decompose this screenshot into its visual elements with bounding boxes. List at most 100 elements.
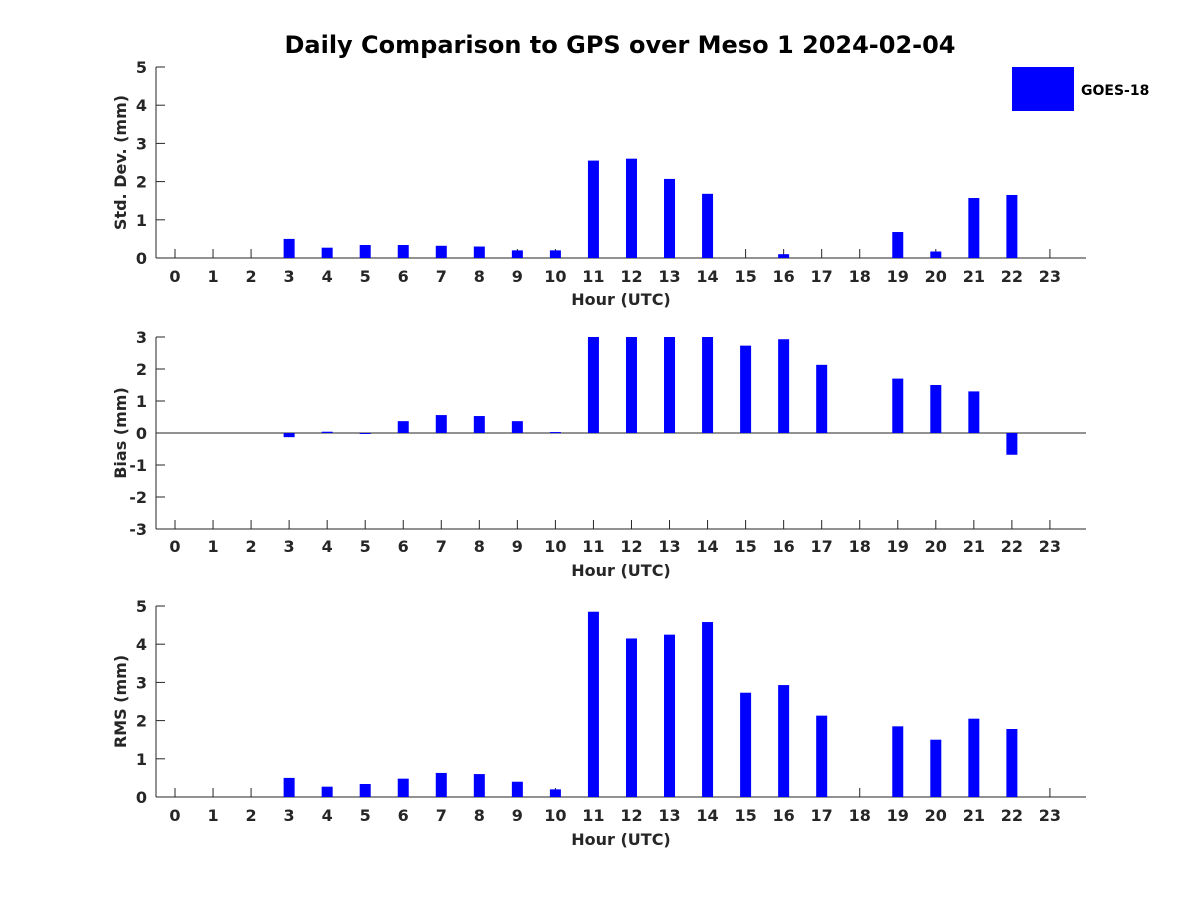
std-dev-x-tick-label: 18 — [849, 267, 871, 286]
bias-x-tick-label: 11 — [582, 537, 604, 556]
legend-swatch-goes-18 — [1012, 67, 1074, 111]
bias-y-tick-label: -1 — [129, 456, 147, 475]
bias-y-tick-label: 1 — [136, 392, 147, 411]
rms-x-tick-label: 3 — [284, 806, 295, 825]
std-dev-bar-hour-12 — [625, 158, 637, 258]
bias-bar-hour-3 — [283, 433, 295, 438]
bias-x-tick-label: 13 — [658, 537, 680, 556]
bias-bar-hour-17 — [816, 364, 828, 433]
rms-x-tick-label: 14 — [696, 806, 718, 825]
rms-x-tick-label: 1 — [207, 806, 218, 825]
std-dev-bar-hour-8 — [473, 246, 485, 258]
std-dev-bar-hour-11 — [587, 160, 599, 258]
rms-x-tick-label: 13 — [658, 806, 680, 825]
rms-bar-hour-11 — [587, 611, 599, 797]
bias-y-axis-label: Bias (mm) — [111, 387, 130, 479]
bias-x-tick-label: 6 — [398, 537, 409, 556]
std-dev-y-tick-label: 5 — [136, 58, 147, 77]
std-dev-bar-hour-7 — [435, 245, 447, 258]
rms-bar-hour-14 — [702, 622, 714, 797]
chart-title: Daily Comparison to GPS over Meso 1 2024… — [284, 31, 955, 59]
std-dev-y-tick-label: 1 — [136, 211, 147, 230]
rms-x-tick-label: 15 — [734, 806, 756, 825]
rms-bar-hour-21 — [968, 718, 980, 797]
bias-bar-hour-7 — [435, 415, 447, 433]
bias-bar-hour-16 — [778, 339, 790, 433]
rms-bar-hour-16 — [778, 685, 790, 797]
rms-bar-hour-17 — [816, 715, 828, 797]
legend-label-goes-18: GOES-18 — [1081, 83, 1149, 99]
bias-x-tick-label: 12 — [620, 537, 642, 556]
bias-bar-hour-8 — [473, 416, 485, 433]
std-dev-x-tick-label: 16 — [773, 267, 795, 286]
rms-x-tick-label: 20 — [925, 806, 947, 825]
bias-bar-hour-11 — [587, 337, 599, 433]
bias-x-tick-label: 7 — [436, 537, 447, 556]
std-dev-x-tick-label: 2 — [246, 267, 257, 286]
rms-x-tick-label: 16 — [773, 806, 795, 825]
std-dev-x-tick-label: 1 — [207, 267, 218, 286]
std-dev-bar-hour-16 — [778, 254, 790, 258]
rms-x-tick-label: 22 — [1001, 806, 1023, 825]
rms-bar-hour-5 — [359, 784, 371, 797]
rms-x-tick-label: 12 — [620, 806, 642, 825]
std-dev-x-tick-label: 8 — [474, 267, 485, 286]
bias-bar-hour-13 — [664, 337, 676, 433]
bias-bar-hour-21 — [968, 391, 980, 433]
rms-y-tick-label: 0 — [136, 788, 147, 807]
rms-bar-hour-6 — [397, 778, 409, 797]
std-dev-x-tick-label: 6 — [398, 267, 409, 286]
bias-x-tick-label: 9 — [512, 537, 523, 556]
std-dev-x-tick-label: 4 — [322, 267, 333, 286]
rms-x-tick-label: 23 — [1039, 806, 1061, 825]
bias-y-tick-label: -2 — [129, 488, 147, 507]
std-dev-bar-hour-4 — [321, 247, 333, 258]
rms-bar-hour-13 — [664, 634, 676, 797]
rms-x-tick-label: 8 — [474, 806, 485, 825]
bias-x-tick-label: 2 — [246, 537, 257, 556]
std-dev-x-tick-label: 7 — [436, 267, 447, 286]
rms-bar-hour-4 — [321, 786, 333, 797]
std-dev-bar-hour-13 — [664, 178, 676, 258]
rms-x-tick-label: 7 — [436, 806, 447, 825]
bias-x-tick-label: 16 — [773, 537, 795, 556]
rms-x-tick-label: 2 — [246, 806, 257, 825]
rms-x-tick-label: 4 — [322, 806, 333, 825]
std-dev-y-tick-label: 0 — [136, 249, 147, 268]
bias-x-tick-label: 14 — [696, 537, 718, 556]
std-dev-bar-hour-3 — [283, 238, 295, 258]
std-dev-x-tick-label: 14 — [696, 267, 718, 286]
rms-bar-hour-8 — [473, 774, 485, 797]
bias-x-tick-label: 20 — [925, 537, 947, 556]
bias-y-tick-label: 3 — [136, 328, 147, 347]
bias-bar-hour-14 — [702, 337, 714, 433]
rms-x-tick-label: 17 — [811, 806, 833, 825]
bias-y-tick-label: 0 — [136, 424, 147, 443]
std-dev-x-tick-label: 10 — [544, 267, 566, 286]
rms-bar-hour-12 — [625, 638, 637, 797]
bias-bar-hour-15 — [740, 345, 752, 433]
std-dev-bar-hour-9 — [511, 250, 523, 258]
rms-x-tick-label: 10 — [544, 806, 566, 825]
std-dev-bar-hour-10 — [549, 250, 561, 258]
bias-bar-hour-12 — [625, 337, 637, 433]
std-dev-x-tick-label: 19 — [887, 267, 909, 286]
rms-x-tick-label: 5 — [360, 806, 371, 825]
rms-bar-hour-3 — [283, 777, 295, 797]
std-dev-y-axis-label: Std. Dev. (mm) — [111, 95, 130, 230]
bias-x-tick-label: 21 — [963, 537, 985, 556]
std-dev-x-axis-label: Hour (UTC) — [571, 290, 671, 309]
bias-x-tick-label: 15 — [734, 537, 756, 556]
bias-x-tick-label: 19 — [887, 537, 909, 556]
std-dev-x-tick-label: 22 — [1001, 267, 1023, 286]
std-dev-bar-hour-19 — [892, 232, 904, 258]
rms-bar-hour-7 — [435, 772, 447, 797]
std-dev-x-tick-label: 13 — [658, 267, 680, 286]
rms-bar-hour-20 — [930, 739, 942, 797]
rms-x-tick-label: 0 — [169, 806, 180, 825]
bias-x-tick-label: 1 — [207, 537, 218, 556]
bias-x-tick-label: 3 — [284, 537, 295, 556]
